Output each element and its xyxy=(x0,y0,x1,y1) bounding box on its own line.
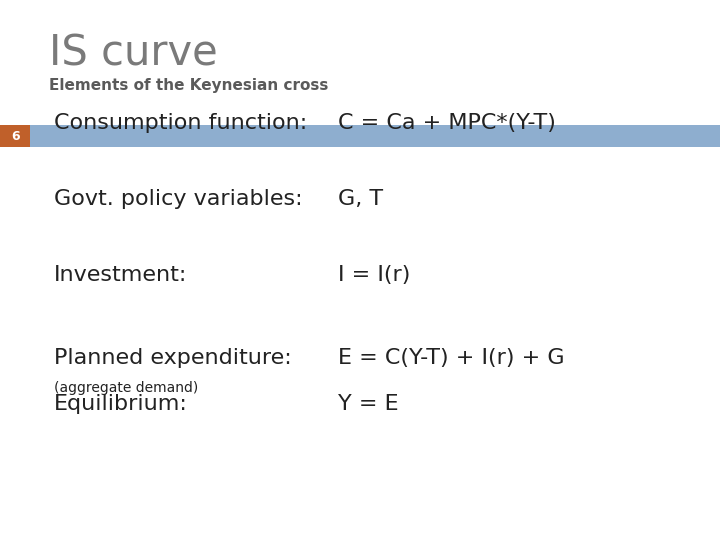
Text: Equilibrium:: Equilibrium: xyxy=(54,394,188,414)
Bar xyxy=(0,125,30,147)
Text: (aggregate demand): (aggregate demand) xyxy=(54,381,198,395)
Text: Consumption function:: Consumption function: xyxy=(54,113,307,133)
Text: Planned expenditure:: Planned expenditure: xyxy=(54,348,292,368)
Text: Investment:: Investment: xyxy=(54,265,187,285)
Text: E = C(Y-T) + I(r) + G: E = C(Y-T) + I(r) + G xyxy=(338,348,565,368)
Bar xyxy=(30,125,720,147)
Text: Govt. policy variables:: Govt. policy variables: xyxy=(54,189,302,209)
Text: G, T: G, T xyxy=(338,189,384,209)
Text: Elements of the Keynesian cross: Elements of the Keynesian cross xyxy=(49,78,328,93)
Text: I = I(r): I = I(r) xyxy=(338,265,411,285)
Text: Y = E: Y = E xyxy=(338,394,399,414)
Text: 6: 6 xyxy=(11,130,19,143)
Text: IS curve: IS curve xyxy=(49,32,217,75)
Text: C = Ca + MPC*(Y-T): C = Ca + MPC*(Y-T) xyxy=(338,113,557,133)
